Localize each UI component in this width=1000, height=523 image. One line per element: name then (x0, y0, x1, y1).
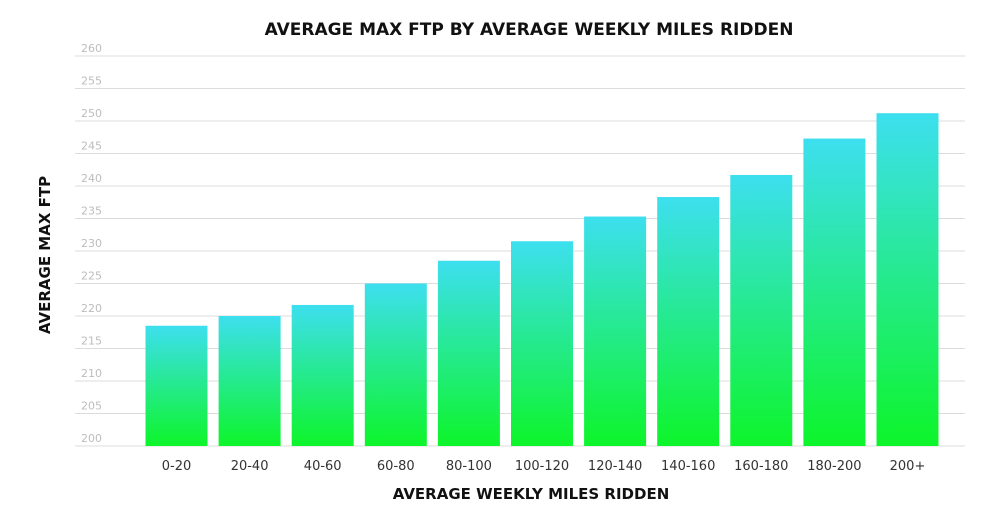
y-tick-label: 240 (81, 172, 102, 185)
x-tick-label: 200+ (890, 459, 926, 474)
bar-40-60 (291, 304, 354, 446)
y-tick-label: 235 (81, 205, 102, 218)
x-tick-label: 160-180 (734, 459, 788, 474)
bar-80-100 (437, 260, 500, 446)
y-tick-label: 200 (81, 432, 102, 445)
bar-180-200 (803, 138, 866, 447)
bar-200+ (876, 113, 939, 446)
bar-100-120 (511, 241, 573, 446)
x-tick-label: 180-200 (807, 459, 861, 474)
y-tick-label: 205 (81, 400, 102, 413)
y-tick-label: 230 (81, 237, 102, 250)
y-tick-label: 225 (81, 270, 102, 283)
bar-60-80 (364, 283, 427, 446)
x-tick-label: 120-140 (588, 459, 642, 474)
bar-20-40 (218, 316, 281, 446)
y-tick-label: 250 (81, 107, 102, 120)
y-tick-label: 210 (81, 367, 102, 380)
chart-title: AVERAGE MAX FTP BY AVERAGE WEEKLY MILES … (265, 20, 794, 40)
y-tick-label: 215 (81, 335, 102, 348)
y-tick-label: 255 (81, 75, 102, 88)
y-tick-label: 260 (81, 42, 102, 55)
x-axis-title: AVERAGE WEEKLY MILES RIDDEN (393, 485, 670, 503)
x-tick-label: 80-100 (446, 459, 492, 474)
x-tick-label: 40-60 (304, 459, 342, 474)
y-axis-ticks: 200 205 210 215 220 225 230 235 240 245 250 255 260 (81, 42, 102, 445)
bar-0-20 (145, 325, 208, 446)
x-tick-label: 60-80 (377, 459, 415, 474)
bar-160-180 (730, 174, 793, 446)
bar-120-140 (584, 216, 647, 446)
bar-140-160 (657, 197, 720, 446)
bars (145, 113, 939, 447)
x-axis-ticks: 0-20 20-40 40-60 60-80 80-100 100-120 120-140 1… (162, 459, 926, 474)
y-axis-title: AVERAGE MAX FTP (36, 176, 54, 334)
y-tick-label: 220 (81, 302, 102, 315)
x-tick-label: 0-20 (162, 459, 192, 474)
x-tick-label: 20-40 (231, 459, 269, 474)
x-tick-label: 140-160 (661, 459, 715, 474)
y-tick-label: 245 (81, 140, 102, 153)
x-tick-label: 100-120 (515, 459, 569, 474)
